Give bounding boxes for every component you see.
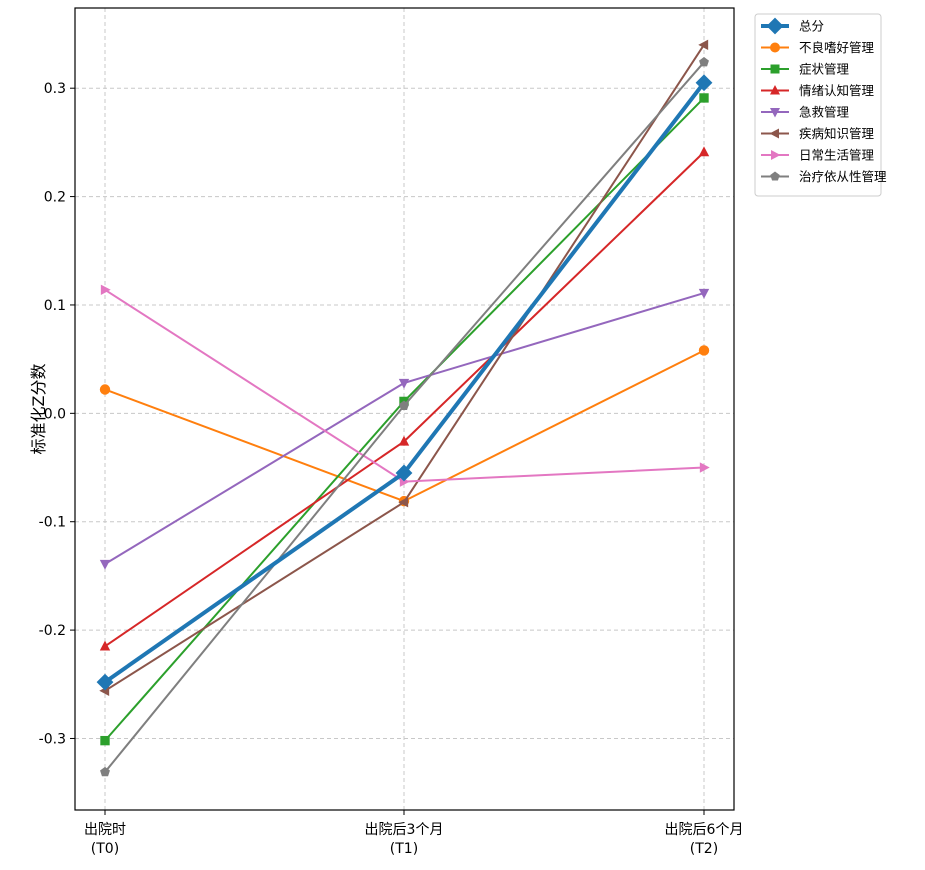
y-tick-label: 0.3 [44, 81, 66, 97]
legend-marker [771, 150, 781, 160]
legend-label: 总分 [799, 19, 824, 34]
legend-label: 不良嗜好管理 [799, 40, 875, 55]
data-point [398, 378, 410, 389]
legend-marker [770, 171, 780, 181]
legend-item: 不良嗜好管理 [761, 40, 875, 55]
y-tick-label: 0.1 [44, 298, 66, 314]
y-tick-label: -0.2 [39, 623, 66, 639]
legend-item: 日常生活管理 [761, 148, 875, 163]
legend-item: 治疗依从性管理 [761, 169, 887, 184]
data-point [695, 74, 713, 92]
data-point [698, 146, 710, 157]
legend-item: 疾病知识管理 [761, 126, 875, 141]
legend-label: 症状管理 [799, 62, 850, 77]
data-point [398, 435, 410, 446]
x-tick-label: 出院后6个月 [665, 822, 744, 838]
y-tick-label: 0.2 [44, 190, 66, 206]
data-point [100, 766, 110, 777]
data-point [395, 464, 413, 482]
data-point [99, 640, 111, 651]
y-tick-label: -0.1 [39, 515, 66, 531]
x-tick-sublabel: (T2) [690, 841, 718, 857]
legend-label: 疾病知识管理 [799, 126, 875, 141]
legend-item: 急救管理 [761, 105, 850, 120]
x-tick-label: 出院时 [84, 822, 126, 838]
series-0 [96, 74, 713, 691]
legend-marker [770, 42, 780, 53]
legend-item: 情绪认知管理 [761, 83, 875, 98]
data-point [699, 462, 710, 473]
data-point [699, 56, 709, 67]
data-point [100, 284, 111, 295]
data-point [100, 735, 110, 746]
data-point [99, 384, 111, 395]
legend-item: 症状管理 [761, 62, 850, 77]
legend-item: 总分 [761, 17, 824, 35]
legend-marker [766, 17, 784, 35]
legend-label: 日常生活管理 [799, 148, 875, 163]
legend-label: 情绪认知管理 [799, 83, 875, 98]
y-axis-label: 标准化Z分数 [29, 364, 48, 455]
data-point [698, 39, 709, 51]
x-tick-sublabel: (T0) [91, 841, 119, 857]
legend-label: 治疗依从性管理 [799, 169, 887, 184]
x-tick-label: 出院后3个月 [365, 822, 444, 838]
legend-frame [754, 13, 882, 197]
data-point [99, 559, 111, 570]
series-7 [100, 56, 709, 777]
legend-marker [769, 128, 779, 139]
series-3 [99, 146, 710, 651]
legend-label: 急救管理 [799, 105, 850, 120]
legend-marker [770, 108, 780, 118]
data-point [699, 93, 709, 103]
series-4 [99, 288, 710, 570]
data-point [398, 497, 409, 508]
data-point [698, 288, 710, 299]
legend-marker [770, 85, 780, 95]
y-tick-label: -0.3 [39, 731, 66, 747]
data-point [96, 673, 114, 691]
legend: 总分不良嗜好管理症状管理情绪认知管理急救管理疾病知识管理日常生活管理治疗依从性管… [754, 13, 887, 197]
series-layer [96, 39, 713, 777]
x-tick-sublabel: (T1) [390, 841, 418, 857]
legend-marker [770, 64, 780, 74]
data-point [698, 345, 710, 356]
y-tick-label: 0.0 [44, 406, 66, 422]
ticks: -0.3 -0.2 -0.1 0.0 0.1 0.2 0.3 出院时 (T0) 出院后3个月 (T1… [39, 81, 744, 857]
data-point [399, 400, 409, 410]
